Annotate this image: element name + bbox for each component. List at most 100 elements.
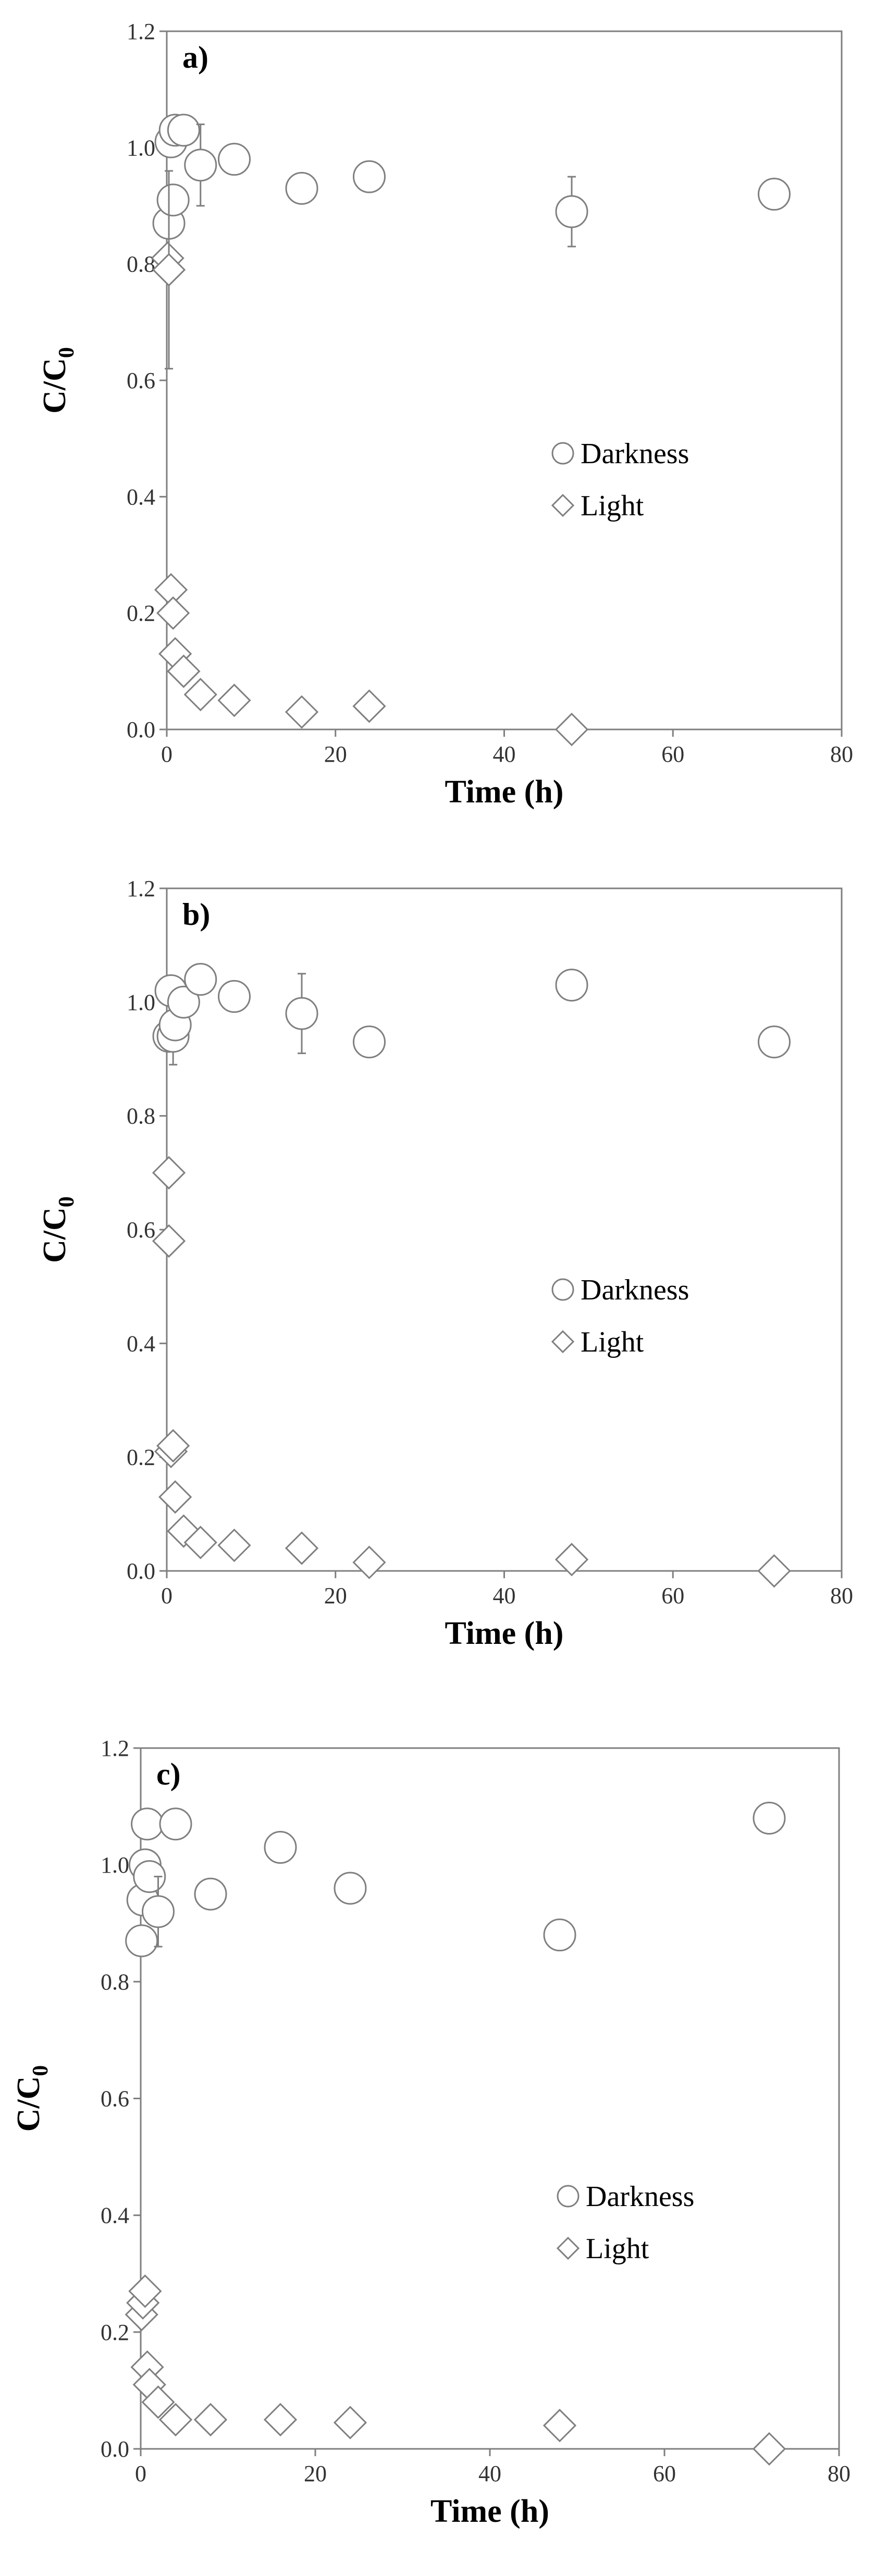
light-point: [183, 1526, 217, 1559]
y-tick-label: 0.4: [127, 484, 155, 510]
light-point: [141, 2385, 175, 2419]
light-point: [167, 654, 201, 688]
legend: Darkness Light: [551, 438, 689, 522]
legend-label: Light: [586, 2233, 649, 2265]
darkness-point: [218, 980, 251, 1013]
y-tick-label: 0.6: [101, 2086, 129, 2112]
panel-label: c): [156, 1757, 181, 1791]
legend-darkness-marker: [557, 2185, 580, 2208]
legend-darkness-marker: [551, 442, 574, 465]
darkness-point: [353, 1025, 386, 1059]
y-axis-title-subscript: 0: [55, 1196, 79, 1207]
darkness-point: [159, 1807, 192, 1841]
light-point: [156, 596, 190, 630]
legend-label: Light: [581, 490, 644, 522]
y-tick-label: 0.8: [101, 1969, 129, 1995]
darkness-point: [167, 985, 200, 1019]
x-tick-label: 40: [493, 741, 516, 767]
legend-label: Darkness: [581, 1274, 689, 1306]
light-point: [285, 1531, 319, 1565]
panel-1: 0.0 0.2 0.4 0.6 0.8 1.0 1.2 0 20 40 60 80 Time (h) C/…: [37, 19, 853, 810]
light-point: [152, 1224, 186, 1258]
x-axis-title: Time (h): [445, 774, 564, 810]
light-point: [285, 695, 319, 729]
panel-label: b): [182, 897, 210, 932]
darkness-point: [156, 183, 190, 217]
light-point: [158, 1480, 192, 1514]
y-axis-title-subscript: 0: [29, 2065, 53, 2076]
series-light: [125, 2274, 786, 2466]
y-tick-label: 0.8: [127, 252, 155, 277]
series-darkness: [152, 114, 791, 247]
darkness-point: [758, 1025, 791, 1059]
light-point: [757, 1554, 791, 1588]
light-point: [217, 684, 251, 717]
y-tick-label: 0.8: [127, 1104, 155, 1129]
light-point: [543, 2409, 577, 2443]
darkness-point: [194, 1877, 227, 1911]
darkness-point: [753, 1802, 786, 1835]
y-tick-label: 0.2: [101, 2320, 129, 2345]
legend-label: Darkness: [581, 438, 689, 470]
y-tick-label: 1.0: [101, 1852, 129, 1878]
light-point: [156, 1429, 190, 1463]
panel-label: a): [182, 40, 208, 75]
y-axis-title: C/C0: [11, 2065, 53, 2132]
y-tick-label: 0.0: [101, 2436, 129, 2462]
light-point: [158, 2402, 193, 2437]
y-tick-label: 1.2: [127, 876, 155, 901]
legend-label: Light: [581, 1326, 644, 1358]
panel-2: 0.0 0.2 0.4 0.6 0.8 1.0 1.2 0 20 40 60 80 Time (h) C/…: [37, 876, 853, 1651]
legend: Darkness Light: [551, 1274, 689, 1358]
x-tick-label: 80: [830, 1583, 853, 1608]
light-point: [333, 2406, 367, 2439]
darkness-point: [555, 969, 588, 1002]
x-tick-label: 0: [161, 741, 172, 767]
y-tick-label: 1.0: [127, 135, 155, 160]
light-point: [554, 1543, 589, 1577]
light-point: [352, 1545, 386, 1579]
x-tick-label: 20: [324, 741, 347, 767]
y-axis-title-main: C/C: [37, 1207, 72, 1263]
light-point: [263, 2402, 298, 2437]
y-tick-label: 0.4: [127, 1331, 155, 1356]
y-axis-title-subscript: 0: [55, 347, 79, 358]
y-tick-label: 1.2: [101, 1736, 129, 1761]
series-light: [151, 170, 589, 747]
x-tick-label: 80: [828, 2461, 851, 2486]
darkness-point: [142, 1895, 175, 1928]
darkness-point: [543, 1918, 576, 1952]
legend-light-marker: [551, 1330, 575, 1354]
light-point: [217, 1528, 251, 1562]
light-point: [193, 2402, 228, 2437]
y-tick-label: 1.2: [127, 19, 155, 44]
y-axis-title-main: C/C: [11, 2076, 46, 2132]
x-axis-title: Time (h): [430, 2494, 549, 2529]
darkness-point: [285, 997, 318, 1030]
darkness-point: [218, 143, 251, 176]
y-tick-label: 1.0: [127, 989, 155, 1015]
legend: Darkness Light: [556, 2181, 694, 2265]
x-tick-label: 20: [324, 1583, 347, 1608]
x-tick-label: 0: [135, 2461, 146, 2486]
darkness-point: [131, 1807, 164, 1841]
darkness-point: [334, 1872, 367, 1905]
legend-darkness-marker: [551, 1278, 574, 1301]
light-point: [128, 2274, 162, 2308]
light-point: [183, 677, 217, 712]
x-tick-label: 80: [830, 741, 853, 767]
x-tick-label: 60: [661, 1583, 684, 1608]
y-axis-title-main: C/C: [37, 358, 72, 414]
series-light: [152, 1156, 791, 1588]
light-point: [752, 2432, 786, 2466]
darkness-point: [167, 114, 200, 147]
darkness-point: [555, 195, 588, 228]
y-tick-label: 0.0: [127, 717, 155, 742]
light-point: [152, 253, 186, 287]
x-tick-label: 60: [653, 2461, 676, 2486]
light-point: [152, 1156, 186, 1190]
x-tick-label: 40: [478, 2461, 501, 2486]
y-tick-label: 0.6: [127, 1217, 155, 1243]
